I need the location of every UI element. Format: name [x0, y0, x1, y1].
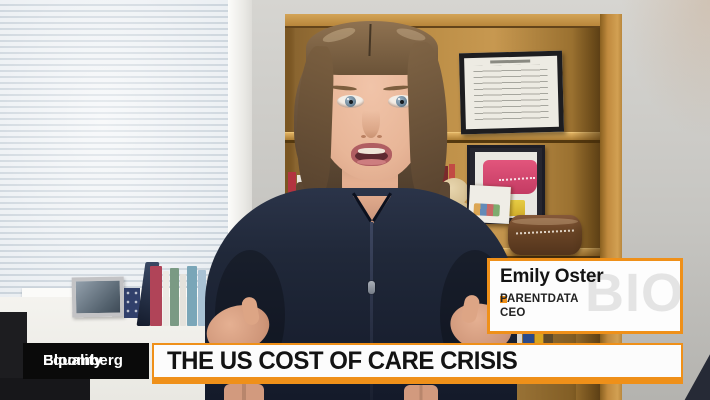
photo-frame: [71, 276, 125, 318]
speaker-info-card: BIO Emily Oster PARENTDATA CEO: [487, 258, 683, 334]
speaker-nostril: [377, 135, 382, 138]
speaker-fingers: [224, 384, 264, 400]
framed-certificate: [458, 50, 565, 135]
shirt-script: [498, 176, 536, 182]
wooden-box: [508, 215, 582, 255]
foreground-object: [684, 354, 710, 400]
speaker-fingers: [404, 385, 438, 400]
zipper-pull: [368, 281, 375, 294]
speaker-nose: [362, 104, 380, 138]
headline-banner: THE US COST OF CARE CRISIS: [152, 343, 683, 384]
foreground-object: [0, 378, 90, 400]
blue-patterned-box: [124, 288, 140, 318]
certificate-text-lines: [473, 64, 549, 124]
wall-highlight: [620, 0, 710, 140]
program-name: Equality: [43, 352, 103, 370]
box-script: [515, 229, 575, 235]
window-blinds: [0, 0, 228, 303]
network-name: Bloomberg: [43, 352, 124, 370]
speaker-eye: [337, 95, 364, 108]
windowsill-books: [150, 260, 212, 326]
speaker-nostril: [361, 135, 366, 138]
speaker-name: Emily Oster: [500, 266, 604, 287]
bio-watermark: BIO: [584, 263, 683, 323]
speaker-lower-lip: [357, 159, 386, 165]
bookshelf-inner-shadow: [572, 28, 600, 400]
orange-bullet-icon: [500, 296, 507, 303]
certificate-title-line: [490, 59, 531, 64]
speaker-teeth: [358, 148, 385, 154]
jacket-zipper: [370, 222, 373, 400]
card-artwork: [473, 203, 501, 217]
headline-text: THE US COST OF CARE CRISIS: [167, 346, 518, 375]
network-brand-box: Bloomberg Equality: [23, 343, 149, 379]
